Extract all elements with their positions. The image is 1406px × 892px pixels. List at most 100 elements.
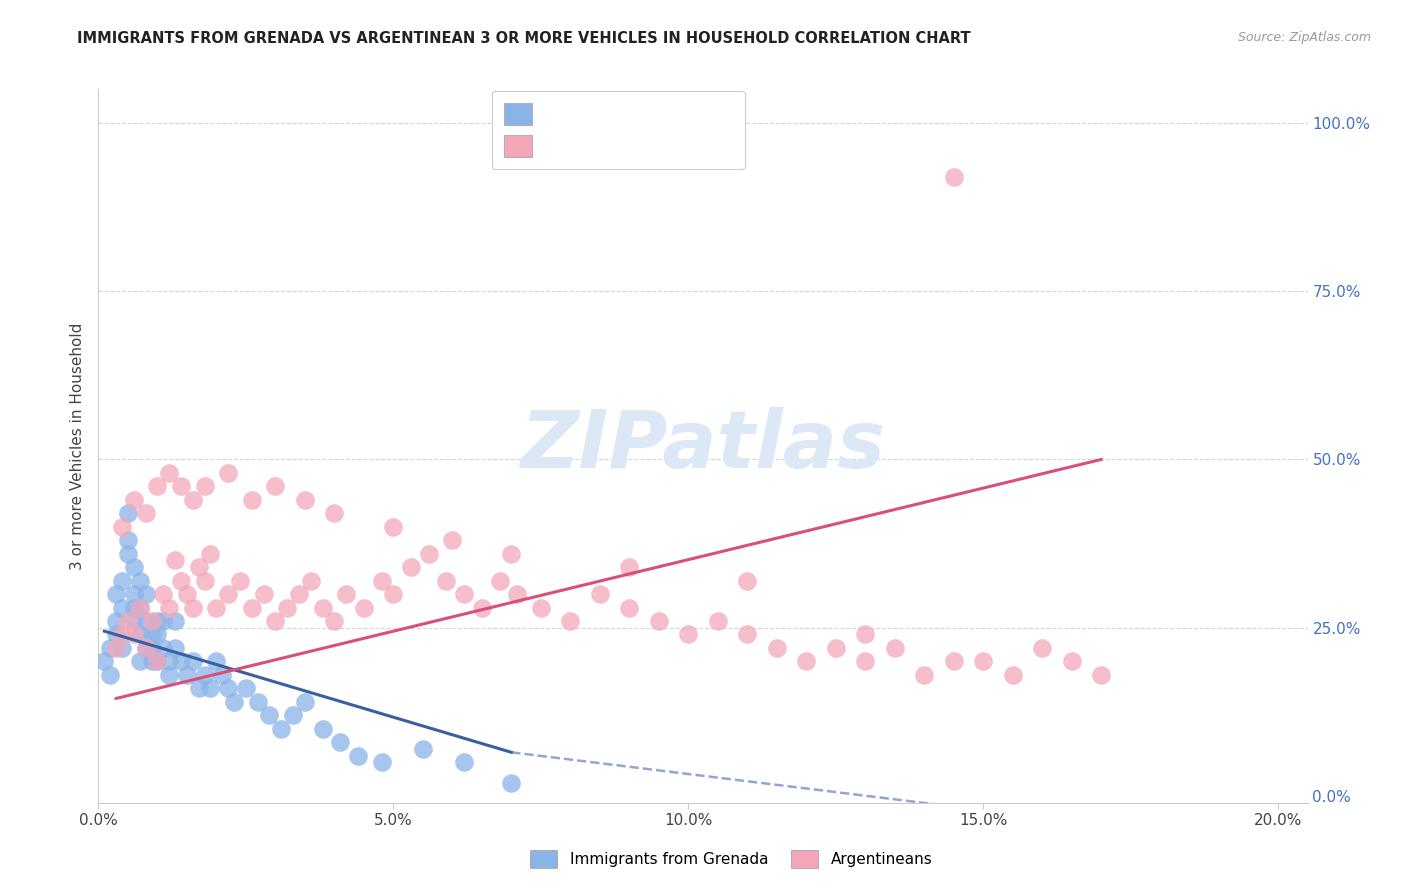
Point [942,655,965,669]
Point [853,627,876,641]
Point [128,655,150,669]
Point [111,520,134,534]
Point [170,574,193,588]
Point [165,640,187,655]
Point [240,600,263,615]
Text: ZIPatlas: ZIPatlas [520,407,886,485]
Point [794,655,817,669]
Point [441,533,464,548]
Point [146,655,169,669]
Point [122,492,145,507]
Point [501,775,523,789]
Point [824,640,846,655]
Point [648,614,671,628]
Point [1001,668,1024,682]
Point [418,547,440,561]
Point [252,587,274,601]
Point [187,681,209,696]
Point [765,640,787,655]
Point [152,640,174,655]
Point [912,668,935,682]
Point [122,560,145,574]
Point [205,655,228,669]
Point [141,640,163,655]
Point [222,695,245,709]
Point [146,614,169,628]
Point [176,668,198,682]
Point [157,668,180,682]
Point [1031,640,1053,655]
Point [98,668,121,682]
Point [471,600,494,615]
Point [117,614,139,628]
Point [135,614,157,628]
Point [122,587,145,601]
Point [117,506,139,520]
Point [105,587,128,601]
Point [453,756,475,770]
Point [217,681,239,696]
Point [128,627,150,641]
Point [706,614,728,628]
Text: Source: ZipAtlas.com: Source: ZipAtlas.com [1237,31,1371,45]
Point [165,553,187,567]
Point [1090,668,1112,682]
Point [382,587,405,601]
Point [117,547,139,561]
Point [453,587,475,601]
Point [294,492,316,507]
Point [135,640,157,655]
Point [181,492,204,507]
Point [152,587,174,601]
Point [146,627,169,641]
Point [288,587,311,601]
Point [170,479,193,493]
Point [205,600,228,615]
Point [93,655,115,669]
Point [370,756,392,770]
Point [323,506,346,520]
Y-axis label: 3 or more Vehicles in Household: 3 or more Vehicles in Household [69,322,84,570]
Point [972,655,994,669]
Point [1060,655,1083,669]
Point [122,614,145,628]
Text: IMMIGRANTS FROM GRENADA VS ARGENTINEAN 3 OR MORE VEHICLES IN HOUSEHOLD CORRELATI: IMMIGRANTS FROM GRENADA VS ARGENTINEAN 3… [77,31,972,46]
Point [200,547,222,561]
Point [294,695,316,709]
Point [187,560,209,574]
Point [211,668,233,682]
Point [122,627,145,641]
Point [270,722,292,736]
Point [128,600,150,615]
Point [135,587,157,601]
Point [146,655,169,669]
Point [117,533,139,548]
Point [299,574,322,588]
Point [217,587,239,601]
Point [152,614,174,628]
Point [181,600,204,615]
Point [506,587,529,601]
Point [128,574,150,588]
Point [111,640,134,655]
Point [488,574,510,588]
Text: R =  0.441   N = 79: R = 0.441 N = 79 [524,128,714,145]
Point [311,600,333,615]
Point [678,627,700,641]
Point [382,520,405,534]
Point [323,614,346,628]
Point [176,587,198,601]
Point [111,574,134,588]
Point [240,492,263,507]
Point [264,614,287,628]
Point [347,748,370,763]
Point [281,708,304,723]
Point [141,655,163,669]
Point [229,574,252,588]
Legend:                                   ,                                   : , [492,91,745,169]
Point [217,466,239,480]
Point [276,600,298,615]
Text: R = -0.275   N = 58: R = -0.275 N = 58 [524,105,714,123]
Point [560,614,582,628]
Point [194,479,217,493]
